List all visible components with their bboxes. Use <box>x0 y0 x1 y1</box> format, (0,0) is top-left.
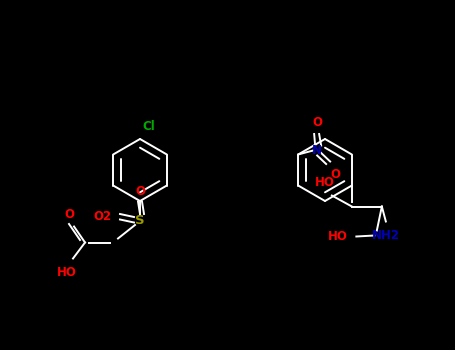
Text: HO: HO <box>314 175 334 189</box>
Text: Cl: Cl <box>142 120 155 133</box>
Text: HO: HO <box>328 230 348 243</box>
Text: NH2: NH2 <box>372 229 400 241</box>
Text: O: O <box>312 116 322 128</box>
Text: O: O <box>135 184 145 197</box>
Text: N: N <box>312 144 322 157</box>
Text: O: O <box>65 208 75 220</box>
Text: O2: O2 <box>93 210 111 223</box>
Text: S: S <box>135 214 145 226</box>
Text: HO: HO <box>56 266 76 280</box>
Text: O: O <box>330 168 340 182</box>
